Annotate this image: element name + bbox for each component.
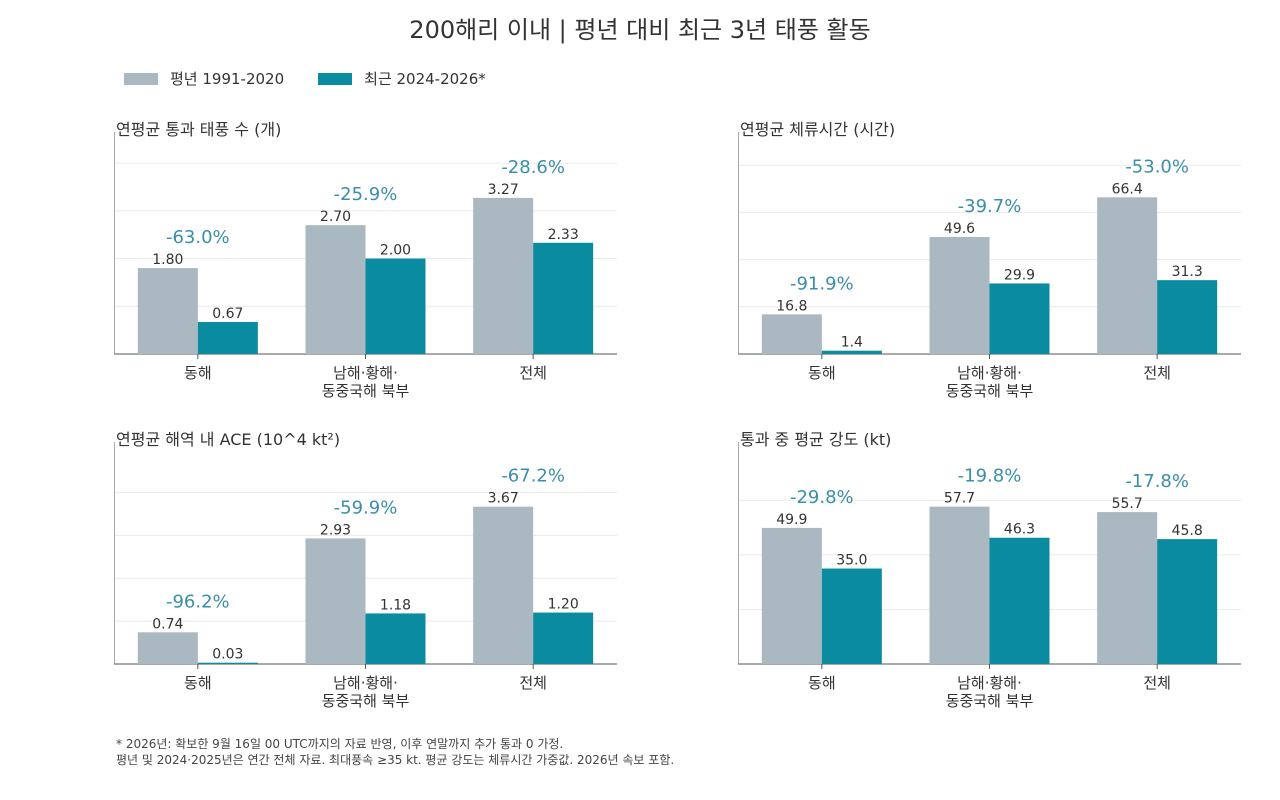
bar-recent (533, 612, 594, 664)
panel-mean-intensity: 통과 중 평균 강도 (kt) 020406049.935.0-29.8%동해5… (738, 426, 1280, 736)
bar-value-label: 1.20 (548, 597, 579, 613)
bar-normal (929, 506, 990, 664)
panel-title: 연평균 해역 내 ACE (10^4 kt²) (116, 430, 341, 449)
bar-normal (137, 632, 198, 664)
x-tick-label: 동중국해 북부 (322, 382, 410, 400)
x-tick-label: 전체 (1143, 674, 1171, 692)
bar-recent (533, 242, 594, 354)
bar-value-label: 66.4 (1112, 181, 1143, 197)
footnote-line-1: * 2026년: 확보한 9월 16일 00 UTC까지의 자료 반영, 이후 … (116, 737, 564, 751)
pct-change-label: -63.0% (166, 227, 230, 248)
bar-value-label: 35.0 (836, 553, 867, 569)
panel-title: 연평균 체류시간 (시간) (740, 120, 896, 139)
pct-change-label: -19.8% (958, 466, 1022, 487)
bar-value-label: 2.70 (320, 209, 351, 225)
bar-recent (1157, 280, 1218, 354)
chart-ace: 012340.740.03-96.2%동해2.931.18-59.9%남해·황해… (114, 442, 617, 710)
x-tick-label: 전체 (1143, 364, 1171, 382)
bar-normal (305, 538, 366, 664)
bar-value-label: 2.33 (548, 227, 579, 243)
bar-recent (197, 322, 258, 354)
bar-normal (137, 268, 198, 354)
bar-value-label: 46.3 (1004, 522, 1035, 538)
footnote-line-2: 평년 및 2024·2025년은 연간 전체 자료. 최대풍속 ≥35 kt. … (116, 753, 675, 767)
bar-recent (197, 662, 258, 664)
bar-recent (989, 537, 1050, 664)
bar-normal (305, 225, 366, 354)
x-tick-label: 전체 (519, 364, 547, 382)
bar-value-label: 16.8 (776, 298, 807, 314)
bar-value-label: 3.27 (488, 182, 519, 198)
pct-change-label: -53.0% (1125, 156, 1189, 177)
bar-normal (473, 506, 534, 664)
bar-value-label: 29.9 (1004, 267, 1035, 283)
pct-change-label: -91.9% (790, 273, 854, 294)
pct-change-label: -96.2% (166, 591, 230, 612)
panel-title: 연평균 통과 태풍 수 (개) (116, 120, 282, 139)
pct-change-label: -59.9% (334, 497, 398, 518)
bar-normal (761, 314, 822, 354)
bar-value-label: 49.6 (944, 221, 975, 237)
bar-recent (1157, 539, 1218, 664)
chart-mean-intensity: 020406049.935.0-29.8%동해57.746.3-19.8%남해·… (738, 442, 1241, 710)
bar-value-label: 1.80 (152, 252, 183, 268)
bar-recent (989, 283, 1050, 354)
pct-change-label: -67.2% (501, 466, 565, 487)
bar-normal (1097, 197, 1158, 354)
chart-residence-time: 02040608016.81.4-91.9%동해49.629.9-39.7%남해… (738, 132, 1241, 400)
x-tick-label: 동중국해 북부 (322, 692, 410, 710)
bar-value-label: 0.74 (152, 616, 183, 632)
legend-item-normal: 평년 1991-2020 (124, 68, 284, 89)
legend-swatch-recent (318, 72, 353, 85)
bar-value-label: 3.67 (488, 491, 519, 507)
x-tick-label: 동중국해 북부 (946, 692, 1034, 710)
bar-value-label: 2.00 (380, 243, 411, 259)
chart-typhoon-count: 012341.800.67-63.0%동해2.702.00-25.9%남해·황해… (114, 132, 617, 400)
bar-recent (821, 568, 882, 664)
bar-recent (821, 350, 882, 354)
x-tick-label: 동해 (184, 674, 212, 692)
legend-label-normal: 평년 1991-2020 (170, 70, 285, 88)
bar-value-label: 2.93 (320, 522, 351, 538)
bar-normal (473, 197, 534, 354)
panel-residence-time: 연평균 체류시간 (시간) 02040608016.81.4-91.9%동해49… (738, 116, 1280, 426)
pct-change-label: -29.8% (790, 487, 854, 508)
bar-value-label: 1.18 (380, 597, 411, 613)
pct-change-label: -39.7% (958, 196, 1022, 217)
bar-normal (1097, 512, 1158, 664)
legend: 평년 1991-2020 최근 2024-2026* (124, 68, 520, 89)
bar-value-label: 0.67 (212, 306, 243, 322)
legend-item-recent: 최근 2024-2026* (318, 68, 486, 89)
bar-value-label: 0.03 (212, 647, 243, 663)
pct-change-label: -17.8% (1125, 471, 1189, 492)
bar-value-label: 49.9 (776, 512, 807, 528)
bar-value-label: 55.7 (1112, 496, 1143, 512)
panel-title: 통과 중 평균 강도 (kt) (740, 430, 892, 449)
panel-ace: 연평균 해역 내 ACE (10^4 kt²) 012340.740.03-96… (114, 426, 674, 736)
bar-value-label: 1.4 (841, 335, 863, 351)
footnote: * 2026년: 확보한 9월 16일 00 UTC까지의 자료 반영, 이후 … (116, 736, 674, 768)
pct-change-label: -28.6% (501, 157, 565, 178)
pct-change-label: -25.9% (334, 184, 398, 205)
bar-value-label: 45.8 (1172, 523, 1203, 539)
bar-recent (365, 613, 426, 664)
bar-normal (761, 527, 822, 664)
x-tick-label: 전체 (519, 674, 547, 692)
x-tick-label: 동해 (808, 674, 836, 692)
x-tick-label: 남해·황해· (957, 674, 1022, 692)
legend-label-recent: 최근 2024-2026* (364, 70, 486, 88)
x-tick-label: 동해 (184, 364, 212, 382)
figure-title: 200해리 이내 | 평년 대비 최근 3년 태풍 활동 (409, 16, 871, 44)
x-tick-label: 남해·황해· (957, 364, 1022, 382)
x-tick-label: 남해·황해· (333, 364, 398, 382)
panel-typhoon-count: 연평균 통과 태풍 수 (개) 012341.800.67-63.0%동해2.7… (114, 116, 674, 426)
bar-value-label: 57.7 (944, 491, 975, 507)
x-tick-label: 동해 (808, 364, 836, 382)
bar-value-label: 31.3 (1172, 264, 1203, 280)
x-tick-label: 남해·황해· (333, 674, 398, 692)
legend-swatch-normal (124, 72, 158, 85)
bar-recent (365, 258, 426, 354)
bar-normal (929, 236, 990, 354)
x-tick-label: 동중국해 북부 (946, 382, 1034, 400)
